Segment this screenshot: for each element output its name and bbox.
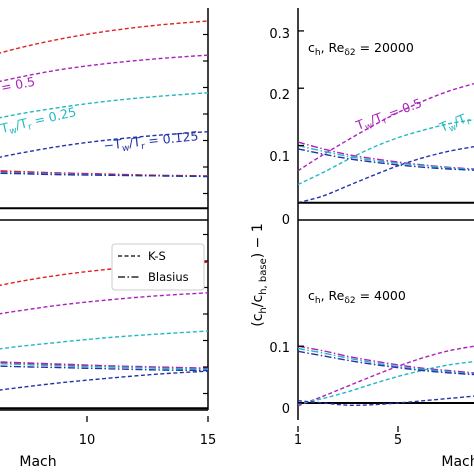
series-line-right-top-5 (298, 148, 474, 171)
series-line-right-bottom-3 (298, 345, 474, 374)
annotation-lt-0.25: Tw/Tr = 0.25 (0, 104, 78, 139)
series-line-right-top-2 (298, 145, 474, 204)
series-line-right-top-3 (298, 141, 474, 170)
left-x-axis-label: Mach (19, 454, 56, 470)
series-line-left-bottom-5 (0, 361, 208, 369)
ytick-label-0.1-bottom: 0.1 (269, 341, 290, 356)
right-y-tick-labels: 0.3 0.2 0.1 0 0.1 0 (269, 27, 290, 417)
series-line-left-top-0 (0, 20, 208, 54)
series-line-left-top-7 (0, 172, 208, 178)
series-line-right-top-4 (298, 144, 474, 171)
series-line-left-top-3 (0, 130, 208, 158)
legend-label-ks: K-S (148, 249, 166, 263)
series-line-left-top-2 (0, 92, 208, 119)
xtick-label-15: 15 (200, 433, 217, 448)
ytick-label-0.3: 0.3 (269, 27, 290, 42)
series-line-right-bottom-2 (298, 395, 474, 407)
series-line-left-bottom-1 (0, 292, 208, 315)
series-line-left-bottom-6 (0, 363, 208, 371)
legend-label-blasius: Blasius (148, 270, 189, 284)
panel-right-top (298, 82, 474, 204)
series-line-right-bottom-1 (298, 360, 474, 405)
right-y-axis-label: (ch/ch, base) − 1 (250, 223, 269, 326)
ytick-label-0: 0 (282, 213, 290, 228)
right-x-axis-label: Mach (441, 454, 474, 470)
annotation-rb-title: ch, Reδ2 = 4000 (308, 288, 406, 306)
xtick-label-5: 5 (394, 433, 402, 448)
ytick-label-0.2: 0.2 (269, 88, 290, 103)
annotation-rt-0.5: Tw/Tr = 0.5 (353, 95, 425, 136)
ytick-label-0.1: 0.1 (269, 150, 290, 165)
series-line-right-top-1 (298, 119, 474, 186)
series-line-right-bottom-4 (298, 347, 474, 375)
ytick-label-0-bottom: 0 (282, 402, 290, 417)
panel-left-bottom (0, 261, 208, 410)
panel-left-top (0, 20, 208, 210)
series-line-left-bottom-2 (0, 330, 208, 350)
legend: K-S Blasius (111, 243, 205, 291)
annotation-rt-title: ch, Reδ2 = 20000 (308, 40, 414, 58)
series-line-left-top-1 (0, 54, 208, 83)
series-line-left-bottom-3 (0, 370, 208, 391)
panel-right-bottom (298, 345, 474, 407)
chart-marks (0, 20, 474, 432)
annotation-rt-0.25: Tw/Tr (437, 109, 473, 138)
annotation-lt-0.125: −Tw/Tr = 0.125 (103, 128, 200, 156)
xtick-label-1: 1 (294, 433, 302, 448)
series-line-left-bottom-7 (0, 365, 208, 372)
series-line-right-bottom-5 (298, 350, 474, 376)
frames (0, 8, 474, 420)
xtick-label-10: 10 (79, 433, 96, 448)
series-line-right-bottom-0 (298, 345, 474, 407)
annotation-lt-0.5: = 0.5 (0, 74, 36, 95)
x-tick-labels: 10 15 1 5 (79, 433, 402, 448)
